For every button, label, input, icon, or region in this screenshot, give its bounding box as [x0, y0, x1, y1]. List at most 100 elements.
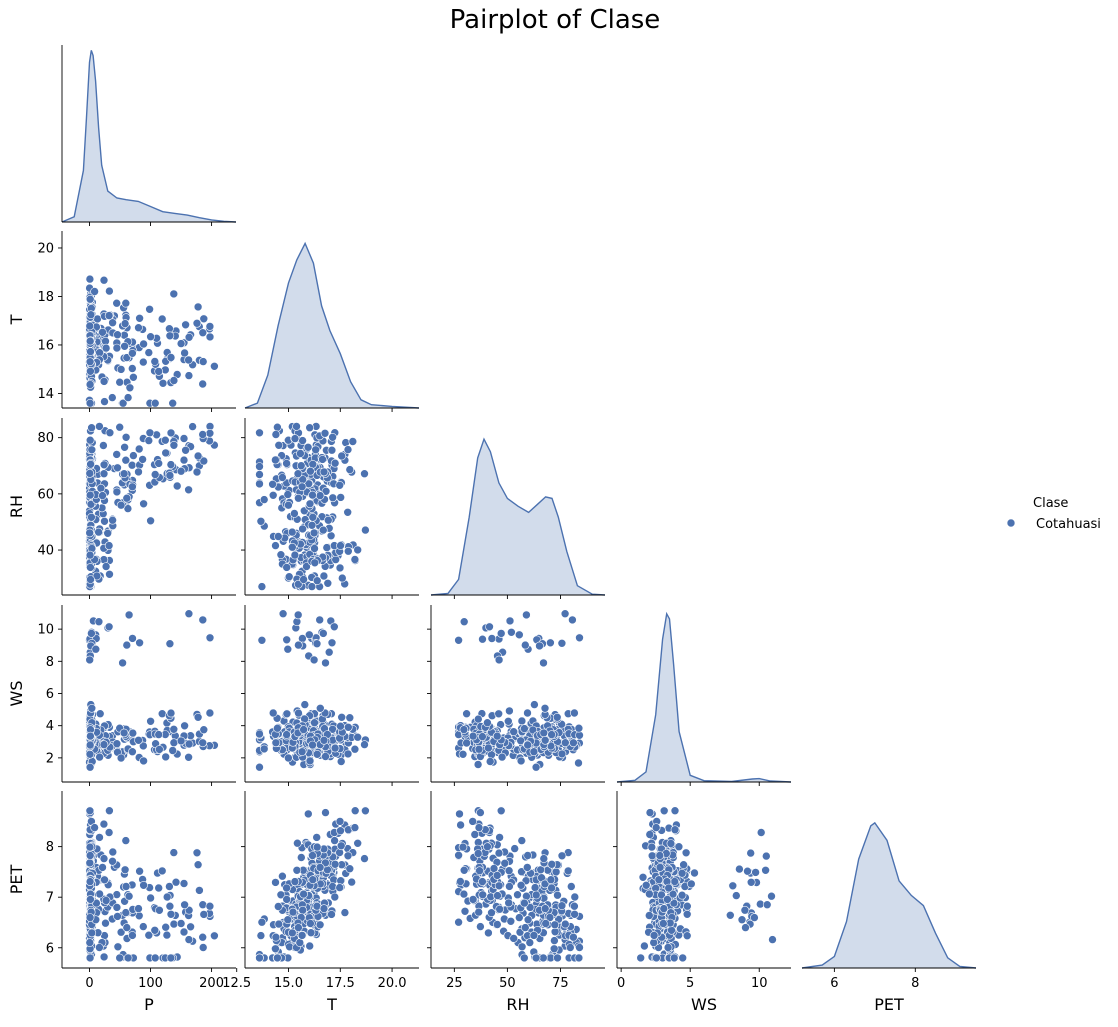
- point: [105, 806, 114, 816]
- point: [345, 465, 355, 474]
- point: [90, 823, 99, 832]
- point: [505, 882, 514, 891]
- point: [99, 469, 109, 479]
- y-tick-label: 20: [37, 241, 54, 256]
- point: [119, 728, 129, 738]
- point: [169, 919, 179, 929]
- point: [205, 428, 215, 438]
- point: [459, 617, 469, 627]
- point: [104, 828, 114, 837]
- point: [529, 931, 539, 940]
- point: [348, 437, 358, 446]
- point: [495, 904, 505, 914]
- point: [273, 902, 283, 911]
- point: [198, 943, 208, 952]
- point: [99, 377, 109, 386]
- point: [328, 493, 338, 503]
- point: [290, 877, 300, 886]
- point: [343, 722, 353, 732]
- point: [192, 467, 202, 477]
- point: [569, 932, 578, 942]
- point: [539, 658, 548, 668]
- point: [536, 865, 546, 875]
- point: [134, 467, 143, 477]
- panel-WS-vs-RH: [427, 605, 605, 786]
- point: [85, 806, 95, 816]
- point: [547, 883, 556, 893]
- panel-WS-vs-T: [241, 605, 419, 786]
- point: [165, 882, 174, 891]
- point: [294, 640, 303, 650]
- point: [138, 455, 147, 464]
- point: [299, 889, 308, 899]
- point: [517, 716, 527, 726]
- x-axis-label-RH: RH: [506, 995, 529, 1014]
- point: [166, 428, 176, 438]
- point: [85, 851, 95, 860]
- point: [186, 922, 195, 932]
- point: [323, 515, 333, 525]
- point: [303, 809, 313, 819]
- point: [310, 558, 320, 568]
- point: [767, 891, 776, 901]
- point: [459, 865, 469, 875]
- point: [99, 854, 109, 863]
- point: [307, 520, 317, 530]
- point: [492, 920, 502, 929]
- point: [345, 864, 355, 874]
- point: [525, 938, 535, 947]
- point: [128, 482, 137, 492]
- point: [330, 743, 340, 753]
- point: [86, 731, 95, 741]
- point: [304, 630, 314, 640]
- point: [193, 712, 203, 722]
- point: [139, 880, 148, 890]
- point: [108, 856, 117, 866]
- point: [574, 758, 583, 768]
- point: [361, 525, 370, 535]
- point: [99, 819, 109, 829]
- point: [99, 460, 109, 470]
- point: [504, 898, 514, 908]
- point: [496, 806, 506, 816]
- point: [176, 919, 186, 928]
- point: [294, 708, 303, 718]
- point: [199, 910, 209, 919]
- legend-marker: [1006, 518, 1016, 528]
- point: [271, 455, 280, 465]
- point: [115, 377, 124, 387]
- point: [85, 398, 95, 408]
- point: [116, 500, 126, 510]
- point: [523, 915, 533, 925]
- legend-item-label: Cotahuasi: [1036, 517, 1101, 532]
- point: [282, 635, 292, 645]
- point: [283, 490, 293, 499]
- point: [120, 319, 130, 328]
- point: [350, 823, 360, 832]
- point: [101, 918, 110, 928]
- point: [315, 615, 325, 625]
- point: [343, 507, 353, 517]
- point: [666, 839, 676, 848]
- point: [308, 875, 318, 885]
- point: [282, 730, 291, 739]
- point: [86, 310, 96, 320]
- point: [116, 753, 126, 763]
- point: [323, 578, 333, 588]
- panel-PET-vs-PET: 6 8 PET: [801, 821, 977, 1014]
- point: [740, 905, 750, 915]
- point: [121, 432, 131, 442]
- point: [321, 658, 330, 668]
- point: [550, 936, 559, 945]
- point: [674, 842, 684, 852]
- point: [336, 493, 346, 502]
- point: [282, 459, 291, 468]
- point: [487, 908, 496, 918]
- point: [651, 823, 661, 832]
- point: [195, 886, 204, 895]
- point: [337, 712, 347, 722]
- point: [86, 459, 95, 469]
- point: [166, 909, 176, 919]
- point: [123, 393, 133, 402]
- point: [179, 927, 189, 937]
